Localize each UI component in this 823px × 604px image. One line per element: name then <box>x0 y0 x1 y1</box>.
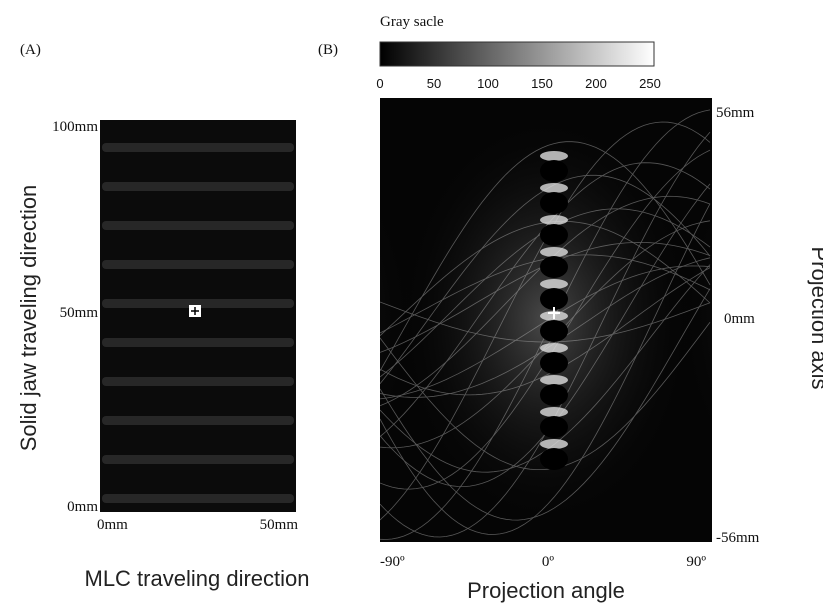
y-label: 100mm <box>52 119 98 135</box>
stripe <box>102 221 294 230</box>
colorbar <box>379 41 655 67</box>
bright-band <box>540 439 568 449</box>
bright-band <box>540 247 568 257</box>
panel-a-image <box>100 120 296 512</box>
y-label: 0mm <box>67 499 98 515</box>
y-axis-title: Solid jaw traveling direction <box>16 185 41 452</box>
bright-band <box>540 183 568 193</box>
y-label: -56mm <box>716 530 760 546</box>
colorbar-tick-label: 50 <box>427 76 441 91</box>
stripe <box>102 299 294 308</box>
x-axis-title: Projection angle <box>467 578 625 603</box>
colorbar-title: Gray sacle <box>380 14 444 30</box>
y-label: 56mm <box>716 105 755 121</box>
x-label: 0mm <box>97 517 128 533</box>
colorbar-tick-label: 200 <box>585 76 607 91</box>
y-axis-title: Projection axis <box>807 246 823 389</box>
panel-label: (A) <box>20 42 41 58</box>
panel-label: (B) <box>318 42 338 58</box>
bright-band <box>540 407 568 417</box>
dark-blob <box>540 320 568 342</box>
sinogram-curve <box>380 301 711 343</box>
sinogram-curve <box>380 267 711 396</box>
dark-blob <box>540 416 568 438</box>
stripe <box>102 416 294 425</box>
sinogram-curve <box>380 321 711 470</box>
stripe <box>102 338 294 347</box>
x-axis-title: MLC traveling direction <box>85 566 310 591</box>
x-label: 0º <box>542 554 555 570</box>
dark-blob <box>540 288 568 310</box>
sinogram-curve <box>380 265 711 400</box>
sinogram-curve <box>380 288 711 521</box>
sinogram-curve <box>380 141 711 372</box>
bright-band <box>540 215 568 225</box>
dark-blob <box>540 352 568 374</box>
bright-band <box>540 343 568 353</box>
y-label: 50mm <box>60 305 99 321</box>
stripe <box>102 455 294 464</box>
bright-band <box>540 375 568 385</box>
dark-blob <box>540 224 568 246</box>
dark-blob <box>540 448 568 470</box>
x-label: 50mm <box>260 517 299 533</box>
stripe <box>102 260 294 269</box>
x-label: 90º <box>686 554 706 570</box>
colorbar-tick-label: 150 <box>531 76 553 91</box>
x-label: -90º <box>380 554 405 570</box>
bright-band <box>540 279 568 289</box>
dark-blob <box>540 160 568 182</box>
dark-blob <box>540 384 568 406</box>
y-label: 0mm <box>724 311 755 327</box>
stripe <box>102 143 294 152</box>
sinogram-curve <box>380 203 711 535</box>
stripe <box>102 494 294 503</box>
stripe <box>102 182 294 191</box>
colorbar-tick-label: 100 <box>477 76 499 91</box>
bright-band <box>540 151 568 161</box>
colorbar-tick-label: 0 <box>376 76 383 91</box>
dark-blob <box>540 192 568 214</box>
stripe <box>102 377 294 386</box>
dark-blob <box>540 256 568 278</box>
panel-b-image <box>380 98 712 542</box>
colorbar-tick-label: 250 <box>639 76 661 91</box>
